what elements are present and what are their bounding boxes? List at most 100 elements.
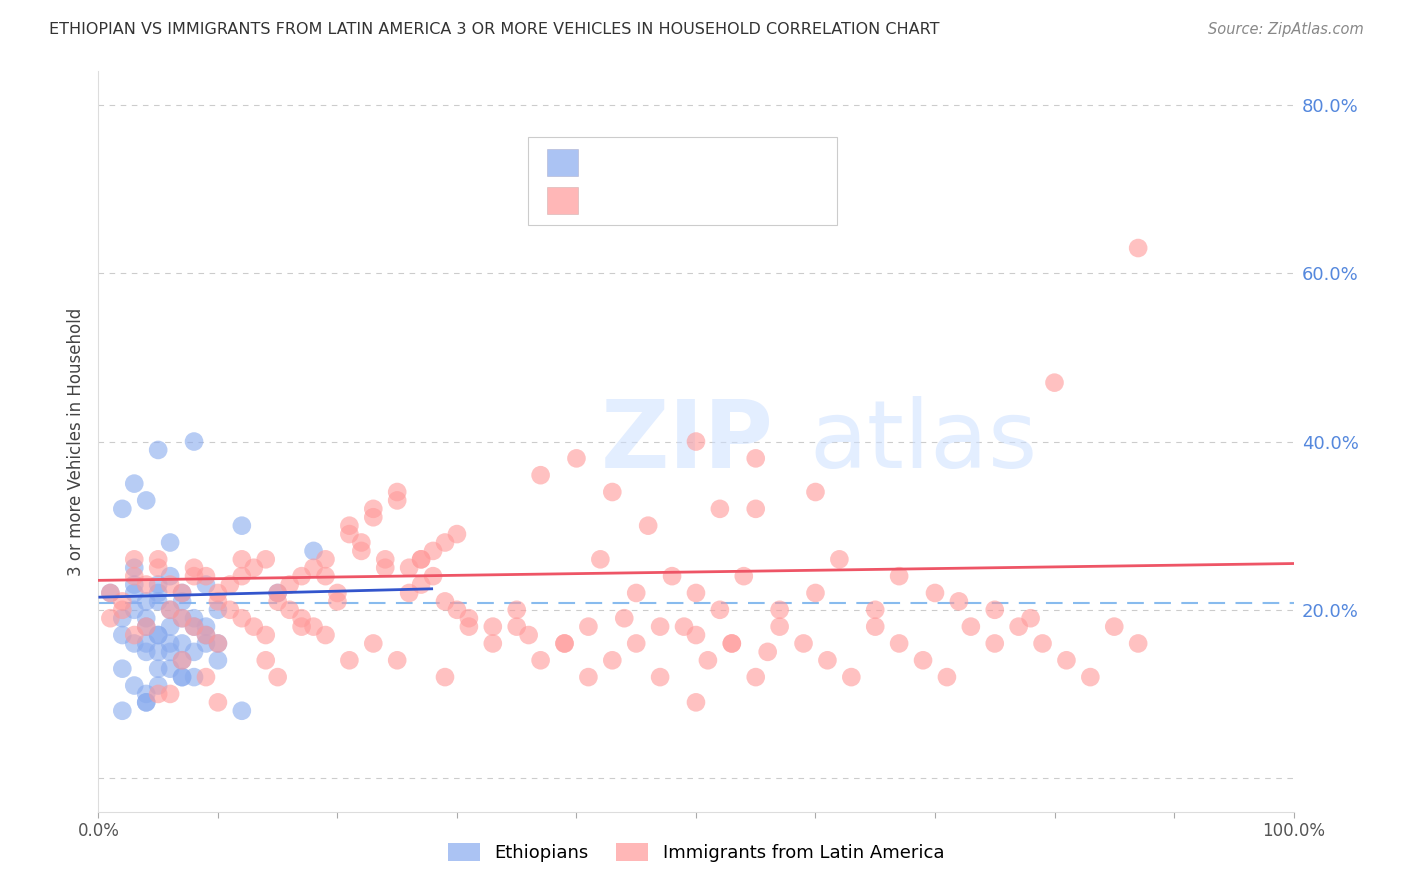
- Point: [135, 645, 157, 659]
- Text: N =: N =: [686, 194, 728, 212]
- Point: [243, 619, 266, 633]
- Point: [148, 628, 170, 642]
- Point: [183, 560, 205, 574]
- Point: [721, 636, 744, 650]
- Point: [135, 695, 157, 709]
- Point: [530, 653, 553, 667]
- Point: [385, 485, 409, 500]
- Point: [231, 704, 253, 718]
- Point: [124, 586, 146, 600]
- Point: [745, 451, 768, 466]
- Point: [278, 603, 301, 617]
- Point: [135, 493, 157, 508]
- Point: [195, 619, 218, 633]
- Point: [602, 653, 624, 667]
- Point: [339, 527, 361, 541]
- Point: [554, 636, 576, 650]
- Point: [398, 586, 420, 600]
- Point: [815, 653, 838, 667]
- Point: [339, 653, 361, 667]
- Point: [124, 552, 146, 566]
- Point: [267, 586, 290, 600]
- Point: [195, 670, 218, 684]
- Point: [363, 501, 385, 516]
- Point: [422, 569, 444, 583]
- Text: 59: 59: [728, 155, 754, 175]
- Point: [578, 670, 600, 684]
- Point: [339, 518, 361, 533]
- Point: [865, 619, 887, 633]
- Point: [111, 662, 134, 676]
- Point: [889, 636, 911, 650]
- Text: N =: N =: [686, 155, 728, 175]
- Text: R =: R =: [581, 194, 621, 212]
- Point: [889, 569, 911, 583]
- Point: [172, 653, 194, 667]
- Point: [506, 603, 529, 617]
- Point: [135, 636, 157, 650]
- Point: [1043, 376, 1066, 390]
- Point: [183, 670, 205, 684]
- Point: [124, 636, 146, 650]
- Text: 0.023: 0.023: [623, 155, 682, 175]
- Point: [183, 569, 205, 583]
- Point: [219, 603, 242, 617]
- Point: [828, 552, 851, 566]
- Point: [267, 594, 290, 608]
- Point: [1128, 241, 1150, 255]
- Text: 145: 145: [728, 194, 766, 212]
- Point: [111, 501, 134, 516]
- Point: [685, 695, 707, 709]
- Point: [124, 476, 146, 491]
- Point: [411, 577, 433, 591]
- Point: [924, 586, 946, 600]
- Point: [1128, 636, 1150, 650]
- Point: [1008, 619, 1031, 633]
- Point: [517, 628, 540, 642]
- Point: [195, 577, 218, 591]
- Point: [159, 636, 181, 650]
- Point: [350, 535, 373, 549]
- Point: [434, 594, 457, 608]
- Point: [172, 653, 194, 667]
- Point: [159, 645, 181, 659]
- Point: [148, 560, 170, 574]
- Point: [159, 577, 181, 591]
- Text: ZIP: ZIP: [600, 395, 773, 488]
- Point: [1056, 653, 1078, 667]
- Point: [745, 670, 768, 684]
- Point: [172, 586, 194, 600]
- Point: [159, 603, 181, 617]
- Point: [385, 493, 409, 508]
- Point: [124, 679, 146, 693]
- Point: [148, 662, 170, 676]
- Point: [721, 636, 744, 650]
- Point: [768, 619, 790, 633]
- Point: [291, 569, 314, 583]
- Point: [398, 560, 420, 574]
- Point: [195, 569, 218, 583]
- Point: [207, 695, 229, 709]
- Point: [565, 451, 588, 466]
- Point: [363, 636, 385, 650]
- Point: [793, 636, 815, 650]
- Point: [315, 569, 337, 583]
- Point: [385, 653, 409, 667]
- Point: [1080, 670, 1102, 684]
- Point: [135, 577, 157, 591]
- Point: [1019, 611, 1042, 625]
- Point: [673, 619, 696, 633]
- Point: [135, 695, 157, 709]
- Point: [172, 611, 194, 625]
- Point: [709, 603, 731, 617]
- Point: [135, 611, 157, 625]
- Point: [183, 611, 205, 625]
- Point: [124, 560, 146, 574]
- Point: [135, 687, 157, 701]
- Point: [172, 594, 194, 608]
- Point: [111, 603, 134, 617]
- Point: [195, 628, 218, 642]
- Point: [578, 619, 600, 633]
- Point: [254, 552, 277, 566]
- Point: [159, 569, 181, 583]
